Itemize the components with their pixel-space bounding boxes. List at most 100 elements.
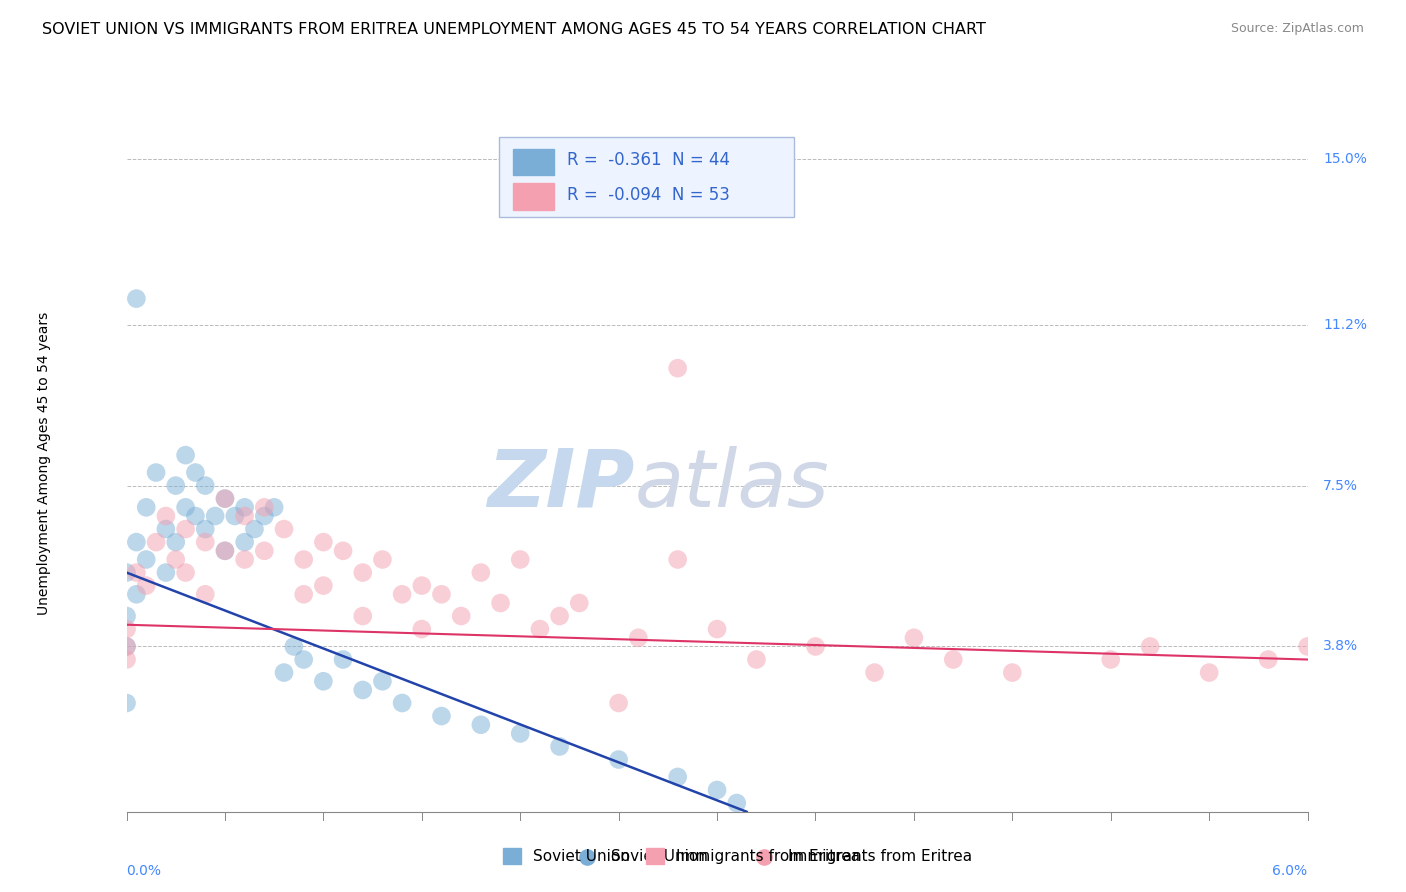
Point: [145, 466, 167, 480]
Point: [411, 622, 433, 636]
Point: [371, 552, 394, 566]
Point: [283, 640, 305, 654]
Point: [509, 726, 531, 740]
Point: [1099, 652, 1122, 666]
Point: [391, 587, 413, 601]
Point: [194, 587, 217, 601]
Point: [548, 739, 571, 754]
Point: [174, 448, 197, 462]
Point: [214, 544, 236, 558]
Point: [312, 674, 335, 689]
Point: [292, 652, 315, 666]
Text: SOVIET UNION VS IMMIGRANTS FROM ERITREA UNEMPLOYMENT AMONG AGES 45 TO 54 YEARS C: SOVIET UNION VS IMMIGRANTS FROM ERITREA …: [42, 22, 986, 37]
Point: [194, 522, 217, 536]
Text: 6.0%: 6.0%: [1272, 863, 1308, 878]
Point: [233, 500, 256, 515]
Point: [450, 609, 472, 624]
Point: [666, 361, 689, 376]
Point: [115, 609, 138, 624]
Text: 11.2%: 11.2%: [1323, 318, 1367, 332]
Point: [233, 508, 256, 523]
Point: [470, 566, 492, 580]
Point: [1139, 640, 1161, 654]
Point: [224, 508, 246, 523]
Point: [863, 665, 886, 680]
Text: R =  -0.361  N = 44: R = -0.361 N = 44: [567, 152, 730, 169]
Text: Source: ZipAtlas.com: Source: ZipAtlas.com: [1230, 22, 1364, 36]
Point: [666, 552, 689, 566]
Point: [273, 522, 295, 536]
Point: [312, 578, 335, 592]
Point: [548, 609, 571, 624]
Point: [135, 578, 157, 592]
Point: [214, 544, 236, 558]
Point: [1001, 665, 1024, 680]
Point: [125, 587, 148, 601]
Point: [222, 807, 245, 822]
Point: [253, 508, 276, 523]
Point: [125, 292, 148, 306]
Point: [312, 535, 335, 549]
Point: [145, 535, 167, 549]
Point: [568, 596, 591, 610]
Point: [174, 566, 197, 580]
Point: [115, 622, 138, 636]
Point: [135, 500, 157, 515]
Point: [253, 500, 276, 515]
Point: [214, 491, 236, 506]
Point: [273, 665, 295, 680]
Point: [1198, 665, 1220, 680]
Point: [607, 753, 630, 767]
Point: [194, 478, 217, 492]
Point: [725, 796, 748, 810]
Point: [1296, 640, 1319, 654]
Text: 7.5%: 7.5%: [1323, 479, 1358, 492]
Point: [942, 652, 965, 666]
Point: [430, 709, 453, 723]
Point: [292, 587, 315, 601]
Point: [352, 683, 374, 698]
Point: [184, 466, 207, 480]
Point: [194, 535, 217, 549]
Point: [155, 566, 177, 580]
Point: [804, 640, 827, 654]
Point: [174, 500, 197, 515]
Point: [509, 552, 531, 566]
Point: [371, 674, 394, 689]
FancyBboxPatch shape: [513, 184, 554, 210]
Point: [233, 552, 256, 566]
Point: [214, 491, 236, 506]
Point: [352, 609, 374, 624]
Point: [745, 652, 768, 666]
Point: [627, 631, 650, 645]
Point: [332, 652, 354, 666]
Point: [352, 566, 374, 580]
Point: [115, 652, 138, 666]
Point: [204, 508, 226, 523]
Legend: Soviet Union, Immigrants from Eritrea: Soviet Union, Immigrants from Eritrea: [496, 842, 866, 871]
Point: [233, 535, 256, 549]
Point: [193, 807, 215, 822]
Point: [165, 552, 187, 566]
Point: [430, 587, 453, 601]
Text: ZIP: ZIP: [486, 446, 634, 524]
Point: [115, 696, 138, 710]
Point: [292, 552, 315, 566]
Point: [903, 631, 925, 645]
Text: 15.0%: 15.0%: [1323, 153, 1367, 167]
Point: [1257, 652, 1279, 666]
Point: [243, 522, 266, 536]
Point: [391, 696, 413, 710]
Point: [155, 508, 177, 523]
FancyBboxPatch shape: [499, 136, 794, 217]
Point: [115, 640, 138, 654]
FancyBboxPatch shape: [513, 149, 554, 175]
Point: [135, 552, 157, 566]
Point: [666, 770, 689, 784]
Point: [115, 566, 138, 580]
Point: [706, 622, 728, 636]
Point: [165, 535, 187, 549]
Point: [470, 717, 492, 731]
Text: 3.8%: 3.8%: [1323, 640, 1358, 654]
Text: Unemployment Among Ages 45 to 54 years: Unemployment Among Ages 45 to 54 years: [37, 312, 51, 615]
